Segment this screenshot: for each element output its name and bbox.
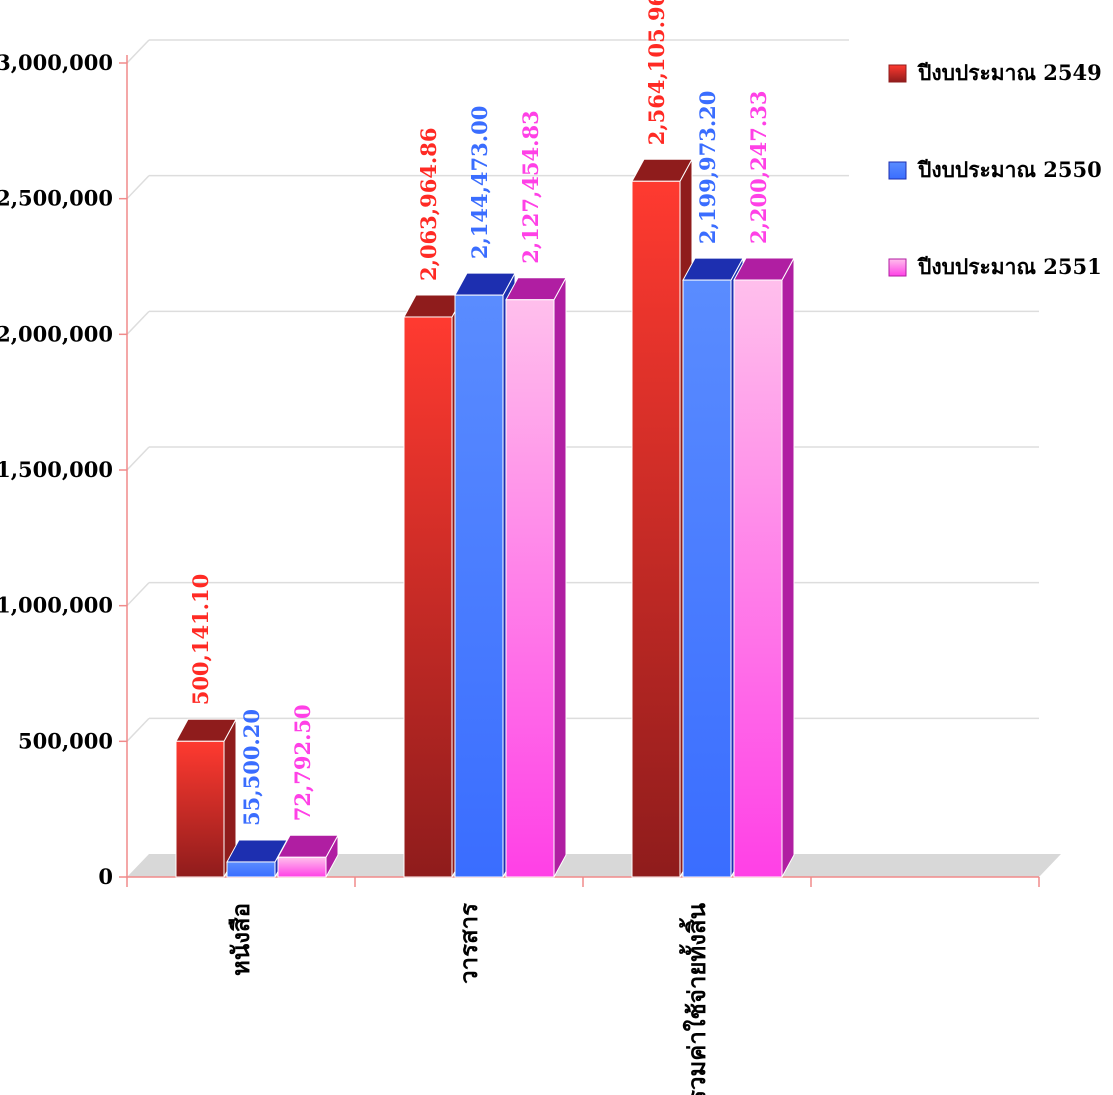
- legend-label: ปีงบประมาณ 2549: [916, 60, 1101, 85]
- data-label: 72,792.50: [290, 704, 315, 821]
- data-label: 2,063,964.86: [416, 128, 441, 281]
- grid-line-diagonal: [126, 582, 150, 607]
- legend-swatch: [888, 161, 907, 180]
- grid-line-diagonal: [126, 39, 150, 64]
- bar-0-2: [277, 834, 339, 878]
- grid-line-diagonal: [126, 175, 150, 200]
- legend-swatch: [888, 258, 907, 277]
- legend-label: ปีงบประมาณ 2551: [916, 254, 1101, 279]
- bar-0-0: [175, 718, 237, 878]
- bars-layer: [175, 158, 795, 878]
- grid-layer: [126, 39, 1061, 877]
- legend-item: ปีงบประมาณ 2549: [888, 60, 1102, 85]
- legend-label: ปีงบประมาณ 2550: [916, 157, 1101, 182]
- x-category-label: หนังสือ: [226, 903, 255, 976]
- bar-front: [226, 861, 276, 878]
- legend: ปีงบประมาณ 2549 ปีงบประมาณ 2550 ปีงบประมาณ…: [888, 60, 1102, 279]
- bar-1-2: [505, 277, 567, 878]
- data-label: 2,200,247.33: [746, 91, 771, 244]
- grid-line-diagonal: [126, 446, 150, 471]
- y-tick-label: 3,000,000: [0, 50, 113, 75]
- y-tick-label: 1,000,000: [0, 593, 113, 618]
- data-label: 2,199,973.20: [695, 91, 720, 244]
- x-category-label: วารสาร: [454, 903, 483, 984]
- data-label: 2,144,473.00: [467, 106, 492, 259]
- bar-front: [403, 316, 453, 878]
- bar-side: [553, 277, 567, 878]
- axis-layer: 0 500,000 1,000,000 1,500,000 2,000,000 2,500…: [0, 50, 1040, 1095]
- data-label: 2,564,105.96: [644, 0, 669, 145]
- bar-front: [631, 180, 681, 878]
- legend-swatch: [888, 64, 907, 83]
- bar-front: [175, 740, 225, 878]
- x-category-label: รวมค่าใช้จ่ายทั้งสิ้น: [678, 902, 711, 1095]
- chart-floor: [127, 854, 1061, 877]
- bar-front: [733, 279, 783, 878]
- y-tick-label: 0: [98, 864, 113, 889]
- y-tick-label: 2,000,000: [0, 321, 113, 346]
- legend-item: ปีงบประมาณ 2551: [888, 254, 1102, 279]
- y-tick-label: 2,500,000: [0, 186, 113, 211]
- bar-2-2: [733, 257, 795, 878]
- data-label: 2,127,454.83: [518, 110, 543, 263]
- y-tick-label: 500,000: [18, 728, 113, 753]
- data-label: 55,500.20: [239, 709, 264, 826]
- legend-item: ปีงบประมาณ 2550: [888, 157, 1102, 182]
- y-tick-label: 1,500,000: [0, 457, 113, 482]
- grid-line-diagonal: [126, 717, 150, 742]
- bar-front: [454, 294, 504, 878]
- bar-front: [682, 279, 732, 878]
- data-labels-layer: 500,141.10 55,500.20 72,792.50 2,063,964.86…: [188, 0, 771, 826]
- grid-line-diagonal: [126, 310, 150, 335]
- bar-side: [781, 257, 795, 878]
- bar-front: [277, 856, 327, 878]
- data-label: 500,141.10: [188, 574, 213, 706]
- bar-front: [505, 299, 555, 878]
